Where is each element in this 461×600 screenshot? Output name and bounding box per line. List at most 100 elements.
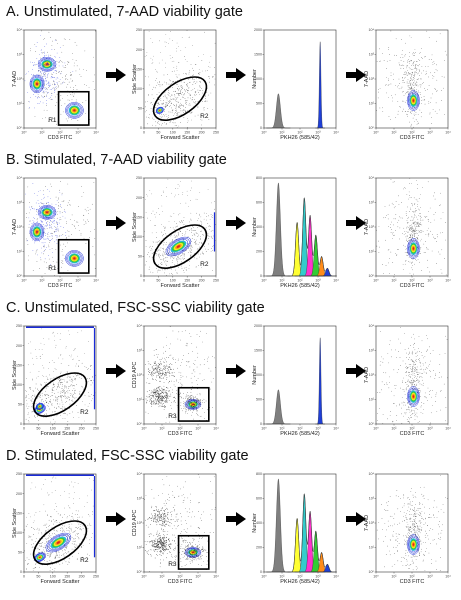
row-b-panel-2-ylabel: Side Scatter bbox=[132, 212, 138, 242]
row-a-panel-2-axes: 0 50 100 150 200 250 0 50 100 150 200 250 Forward Sc… bbox=[132, 28, 219, 141]
row-d-panel-3-ytick: 200 bbox=[256, 546, 262, 550]
row-b-panel-4-xtick: 10² bbox=[409, 279, 415, 283]
row-c-panel-1-region-label: R2 bbox=[80, 409, 89, 416]
row-b-panel-4-axes: 10⁰ 10¹ 10² 10³ 10⁴ 10⁰ 10¹ 10² 10³ 10⁴ CD3 FITC 7-… bbox=[364, 176, 451, 289]
row-b-panel-4-ytick: 10² bbox=[369, 225, 375, 229]
row-a-panel-3-axes: 10⁰ 10¹ 10² 10³ 10⁴ 0 500 1000 1500 2000 PKH26 (58… bbox=[252, 28, 339, 141]
row-a-panel-1-gate bbox=[57, 90, 90, 126]
row-a-panel-2-ytick: 0 bbox=[140, 126, 142, 130]
row-c-panel-2-gate bbox=[177, 386, 210, 422]
row-c-panel-3-xtick: 10³ bbox=[315, 427, 321, 431]
row-c-panel-4-ytick: 10² bbox=[369, 373, 375, 377]
row-a-panel-1-xtick: 10⁴ bbox=[93, 131, 99, 135]
row-d-panel-3-ytick: 800 bbox=[256, 472, 262, 476]
row-b-panel-2-xlabel: Forward Scatter bbox=[160, 283, 199, 289]
row-b-panel-4-ylabel: 7-AAD bbox=[364, 219, 370, 235]
row-b-panel-3-envelope bbox=[291, 198, 332, 277]
row-c-panel-2-ylabel: CD19 APC bbox=[132, 362, 138, 389]
row-d-panel-1-xtick: 100 bbox=[50, 575, 56, 579]
row-b-panel-4-ytick: 10⁴ bbox=[368, 176, 374, 180]
row-a-title: A. Unstimulated, 7-AAD viability gate bbox=[6, 4, 243, 20]
row-d-panel-1-ytick: 250 bbox=[16, 472, 22, 476]
row-b-panel-3-axes: 10⁰ 10¹ 10² 10³ 10⁴ 0 200 400 600 800 PKH26 (585/4… bbox=[252, 176, 339, 289]
row-b-panel-1-xtick: 10³ bbox=[75, 279, 81, 283]
row-a-panel-4-plot: 10⁰ 10¹ 10² 10³ 10⁴ 10⁰ 10¹ 10² 10³ 10⁴ CD3 FITC 7-… bbox=[364, 28, 451, 141]
row-b-panel-2-gate bbox=[152, 224, 208, 269]
row-b-panel-1-gate bbox=[57, 238, 90, 274]
row-b-panel-3-ytick: 200 bbox=[256, 250, 262, 254]
row-b-panel-4-ytick: 10¹ bbox=[369, 250, 375, 254]
row-a-panel-2-ytick: 50 bbox=[138, 107, 142, 111]
row-a-panel-2-xtick: 0 bbox=[143, 131, 145, 135]
row-b-panel-4-ytick: 10³ bbox=[369, 201, 375, 205]
row-b-panel-3-ytick: 400 bbox=[256, 225, 262, 229]
row-c-panel-4: 10⁰ 10¹ 10² 10³ 10⁴ 10⁰ 10¹ 10² 10³ 10⁴ CD3 FITC 7-… bbox=[362, 318, 454, 442]
row-b-panel-2-xtick: 50 bbox=[156, 279, 160, 283]
row-c-panel-3-xtick: 10¹ bbox=[279, 427, 285, 431]
row-c-title: C. Unstimulated, FSC-SSC viability gate bbox=[6, 300, 265, 316]
row-a-panel-3-unstained-peak bbox=[266, 93, 291, 129]
row-c-panel-3-plot: 10⁰ 10¹ 10² 10³ 10⁴ 0 500 1000 1500 2000 PKH26 (58… bbox=[252, 324, 339, 437]
row-b-panel-2: R2 0 50 100 150 200 250 0 50 100 150 200 250 Forward … bbox=[130, 170, 222, 294]
row-d-panel-1-ytick: 200 bbox=[16, 492, 22, 496]
row-c-panel-2-axes: 10⁰ 10¹ 10² 10³ 10⁴ 10⁰ 10¹ 10² 10³ 10⁴ CD3 FITC CD… bbox=[132, 324, 219, 437]
row-d-panel-1-xtick: 0 bbox=[23, 575, 25, 579]
row-a-panel-2-events bbox=[144, 30, 216, 128]
row-a-panel-3-xtick: 10³ bbox=[315, 131, 321, 135]
row-c-panel-3-undivided-peak bbox=[315, 337, 325, 425]
row-c-panel-4-ytick: 10¹ bbox=[369, 398, 375, 402]
row-b-panel-3-xtick: 10² bbox=[297, 279, 303, 283]
row-c-panel-1-axes: 0 50 100 150 200 250 0 50 100 150 200 250 Forward Sc… bbox=[12, 324, 99, 437]
row-d-panel-4-ytick: 10¹ bbox=[369, 546, 375, 550]
row-d-panel-1-ytick: 150 bbox=[16, 511, 22, 515]
row-b-panel-3-xtick: 10⁰ bbox=[261, 279, 267, 283]
row-a-panel-4-axes: 10⁰ 10¹ 10² 10³ 10⁴ 10⁰ 10¹ 10² 10³ 10⁴ CD3 FITC 7-… bbox=[364, 28, 451, 141]
row-a-panel-3-xlabel: PKH26 (585/42) bbox=[280, 135, 320, 141]
row-b-panel-4-xlabel: CD3 FITC bbox=[400, 283, 425, 289]
row-b-panel-1-ylabel: 7-AAD bbox=[12, 219, 18, 235]
row-b-panel-1-ytick: 10³ bbox=[17, 201, 23, 205]
row-a-panel-3-ytick: 1500 bbox=[254, 53, 262, 57]
row-a-panel-4-xtick: 10² bbox=[409, 131, 415, 135]
row-a-panel-2-gate bbox=[152, 76, 208, 121]
row-c-panel-2-xtick: 10⁰ bbox=[141, 427, 147, 431]
row-d-panel-1: R2 0 50 100 150 200 250 0 50 100 150 200 250 Forward … bbox=[10, 466, 102, 590]
row-c-panel-1-events bbox=[25, 326, 96, 424]
row-c-panel-1-xtick: 150 bbox=[64, 427, 70, 431]
row-c-panel-2-ytick: 10⁴ bbox=[136, 324, 142, 328]
row-a-panel-1-region-label: R1 bbox=[48, 117, 57, 124]
row-c-panel-1-gate bbox=[32, 372, 88, 417]
row-c-panel-2-xtick: 10⁴ bbox=[213, 427, 219, 431]
row-b-panel-4: 10⁰ 10¹ 10² 10³ 10⁴ 10⁰ 10¹ 10² 10³ 10⁴ CD3 FITC 7-… bbox=[362, 170, 454, 294]
row-d-title: D. Stimulated, FSC-SSC viability gate bbox=[6, 448, 249, 464]
row-b-title: B. Stimulated, 7-AAD viability gate bbox=[6, 152, 227, 168]
right-arrow-icon bbox=[226, 364, 246, 378]
row-b-panel-1-xlabel: CD3 FITC bbox=[48, 283, 73, 289]
row-d-panel-1-xtick: 200 bbox=[79, 575, 85, 579]
right-arrow-icon bbox=[346, 512, 366, 526]
row-a-panel-4-events bbox=[376, 30, 447, 128]
row-a-panel-2-xtick: 250 bbox=[213, 131, 219, 135]
row-c-panel-4-xlabel: CD3 FITC bbox=[400, 431, 425, 437]
row-a-panel-2-ytick: 100 bbox=[136, 87, 142, 91]
row-d-panel-4-plot: 10⁰ 10¹ 10² 10³ 10⁴ 10⁰ 10¹ 10² 10³ 10⁴ CD3 FITC 7-… bbox=[364, 472, 451, 585]
row-d-panel-4-xtick: 10³ bbox=[427, 575, 433, 579]
row-d-panel-2-ytick: 10⁴ bbox=[136, 472, 142, 476]
row-d-panel-1-ytick: 100 bbox=[16, 531, 22, 535]
row-b-panel-1-axes: 10⁰ 10¹ 10² 10³ 10⁴ 10⁰ 10¹ 10² 10³ 10⁴ CD3 FITC 7-… bbox=[12, 176, 99, 289]
row-d-panel-2-plot: R3 10⁰ 10¹ 10² 10³ 10⁴ 10⁰ 10¹ 10² 10³ 10⁴ CD3 FITC… bbox=[132, 472, 219, 585]
row-b-panel-1-region-label: R1 bbox=[48, 265, 57, 272]
row-d-panel-2-xtick: 10⁴ bbox=[213, 575, 219, 579]
row-a-panel-2-region-label: R2 bbox=[200, 113, 209, 120]
row-c-panel-4-ytick: 10⁰ bbox=[369, 422, 375, 426]
row-d-panel-3-plot: 10⁰ 10¹ 10² 10³ 10⁴ 0 200 400 600 800 PKH26 (585/4… bbox=[252, 472, 339, 585]
row-c-panel-1-xtick: 0 bbox=[23, 427, 25, 431]
row-b-panel-4-xtick: 10¹ bbox=[391, 279, 397, 283]
row-d-panel-3-xtick: 10⁴ bbox=[333, 575, 339, 579]
row-d-panel-2-ytick: 10¹ bbox=[137, 546, 143, 550]
row-a-panel-1-ytick: 10⁴ bbox=[16, 28, 22, 32]
row-d-panel-2-ytick: 10³ bbox=[137, 497, 143, 501]
row-c-panel-4-xtick: 10² bbox=[409, 427, 415, 431]
row-c-panel-2-region-label: R3 bbox=[168, 413, 177, 420]
row-b-panel-4-ytick: 10⁰ bbox=[369, 274, 375, 278]
